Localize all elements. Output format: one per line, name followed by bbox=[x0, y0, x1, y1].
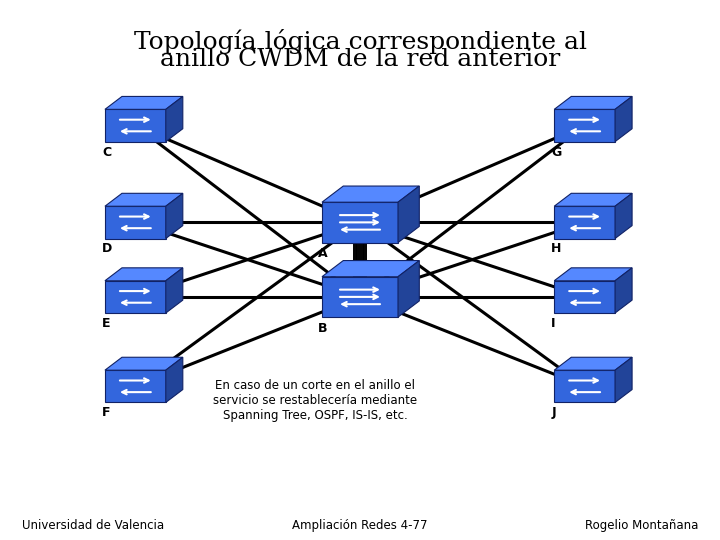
Polygon shape bbox=[166, 268, 183, 313]
Text: G: G bbox=[552, 145, 562, 159]
Polygon shape bbox=[166, 193, 183, 239]
Polygon shape bbox=[554, 193, 632, 206]
Polygon shape bbox=[554, 97, 632, 109]
Polygon shape bbox=[554, 109, 615, 141]
Polygon shape bbox=[615, 268, 632, 313]
Polygon shape bbox=[105, 109, 166, 141]
Polygon shape bbox=[322, 261, 419, 276]
Polygon shape bbox=[105, 193, 183, 206]
Polygon shape bbox=[166, 357, 183, 402]
Polygon shape bbox=[615, 193, 632, 239]
Text: anillo CWDM de la red anterior: anillo CWDM de la red anterior bbox=[160, 49, 560, 71]
Text: Ampliación Redes 4-77: Ampliación Redes 4-77 bbox=[292, 519, 428, 532]
Polygon shape bbox=[554, 206, 615, 239]
Text: D: D bbox=[102, 242, 112, 255]
Polygon shape bbox=[322, 276, 398, 317]
Polygon shape bbox=[105, 206, 166, 239]
Polygon shape bbox=[105, 281, 166, 313]
Polygon shape bbox=[554, 370, 615, 402]
Polygon shape bbox=[554, 268, 632, 281]
Polygon shape bbox=[615, 357, 632, 402]
Polygon shape bbox=[398, 261, 419, 317]
Polygon shape bbox=[322, 202, 398, 242]
Polygon shape bbox=[554, 281, 615, 313]
Text: I: I bbox=[552, 317, 556, 330]
Polygon shape bbox=[166, 97, 183, 141]
Polygon shape bbox=[105, 370, 166, 402]
Polygon shape bbox=[105, 97, 183, 109]
Text: Universidad de Valencia: Universidad de Valencia bbox=[22, 519, 163, 532]
Polygon shape bbox=[105, 268, 183, 281]
Text: B: B bbox=[318, 322, 328, 335]
Polygon shape bbox=[615, 97, 632, 141]
Text: C: C bbox=[102, 145, 111, 159]
Text: J: J bbox=[552, 406, 556, 420]
Polygon shape bbox=[554, 357, 632, 370]
Polygon shape bbox=[322, 186, 419, 202]
Text: Rogelio Montañana: Rogelio Montañana bbox=[585, 519, 698, 532]
Text: Topología lógica correspondiente al: Topología lógica correspondiente al bbox=[133, 29, 587, 53]
Text: H: H bbox=[552, 242, 562, 255]
Polygon shape bbox=[398, 186, 419, 242]
Text: A: A bbox=[318, 247, 328, 260]
Text: E: E bbox=[102, 317, 110, 330]
Text: En caso de un corte en el anillo el
servicio se restablecería mediante
Spanning : En caso de un corte en el anillo el serv… bbox=[213, 379, 417, 422]
Text: F: F bbox=[102, 406, 110, 420]
Polygon shape bbox=[105, 357, 183, 370]
